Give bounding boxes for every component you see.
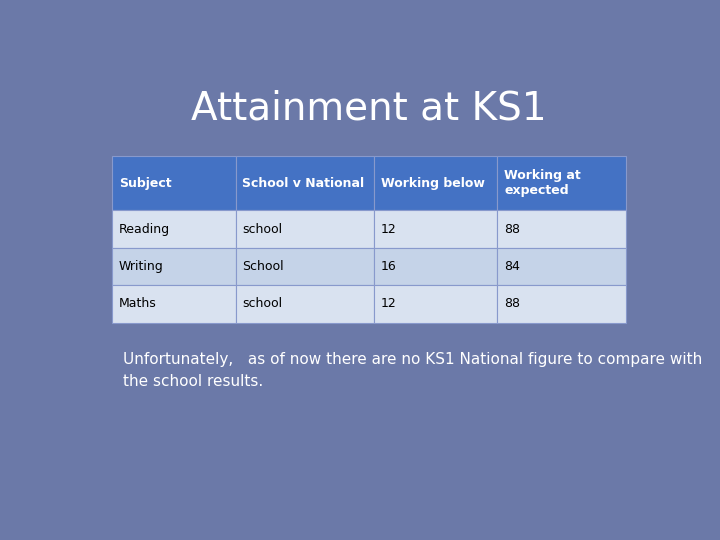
Bar <box>235 156 374 210</box>
Text: school: school <box>242 298 282 310</box>
Text: Working below: Working below <box>381 177 485 190</box>
Bar <box>374 248 498 285</box>
Bar <box>374 210 498 248</box>
Bar <box>112 285 235 322</box>
Bar <box>498 156 626 210</box>
Text: Subject: Subject <box>119 177 171 190</box>
Bar <box>374 285 498 322</box>
Text: Working at
expected: Working at expected <box>504 170 581 197</box>
Text: Attainment at KS1: Attainment at KS1 <box>192 90 546 127</box>
Text: 84: 84 <box>504 260 520 273</box>
Bar <box>498 248 626 285</box>
Bar <box>374 156 498 210</box>
Bar <box>235 285 374 322</box>
Text: School: School <box>242 260 284 273</box>
Text: Unfortunately,   as of now there are no KS1 National figure to compare with
the : Unfortunately, as of now there are no KS… <box>124 352 703 389</box>
Text: Writing: Writing <box>119 260 163 273</box>
Text: 16: 16 <box>381 260 397 273</box>
Bar <box>112 156 235 210</box>
Text: School v National: School v National <box>242 177 364 190</box>
Bar <box>235 248 374 285</box>
Text: Reading: Reading <box>119 222 170 235</box>
Bar <box>498 210 626 248</box>
Bar <box>112 248 235 285</box>
Bar <box>112 210 235 248</box>
Text: Maths: Maths <box>119 298 157 310</box>
Text: 12: 12 <box>381 298 397 310</box>
Text: 88: 88 <box>504 298 520 310</box>
Bar <box>235 210 374 248</box>
Bar <box>498 285 626 322</box>
Text: 12: 12 <box>381 222 397 235</box>
Text: school: school <box>242 222 282 235</box>
Text: 88: 88 <box>504 222 520 235</box>
